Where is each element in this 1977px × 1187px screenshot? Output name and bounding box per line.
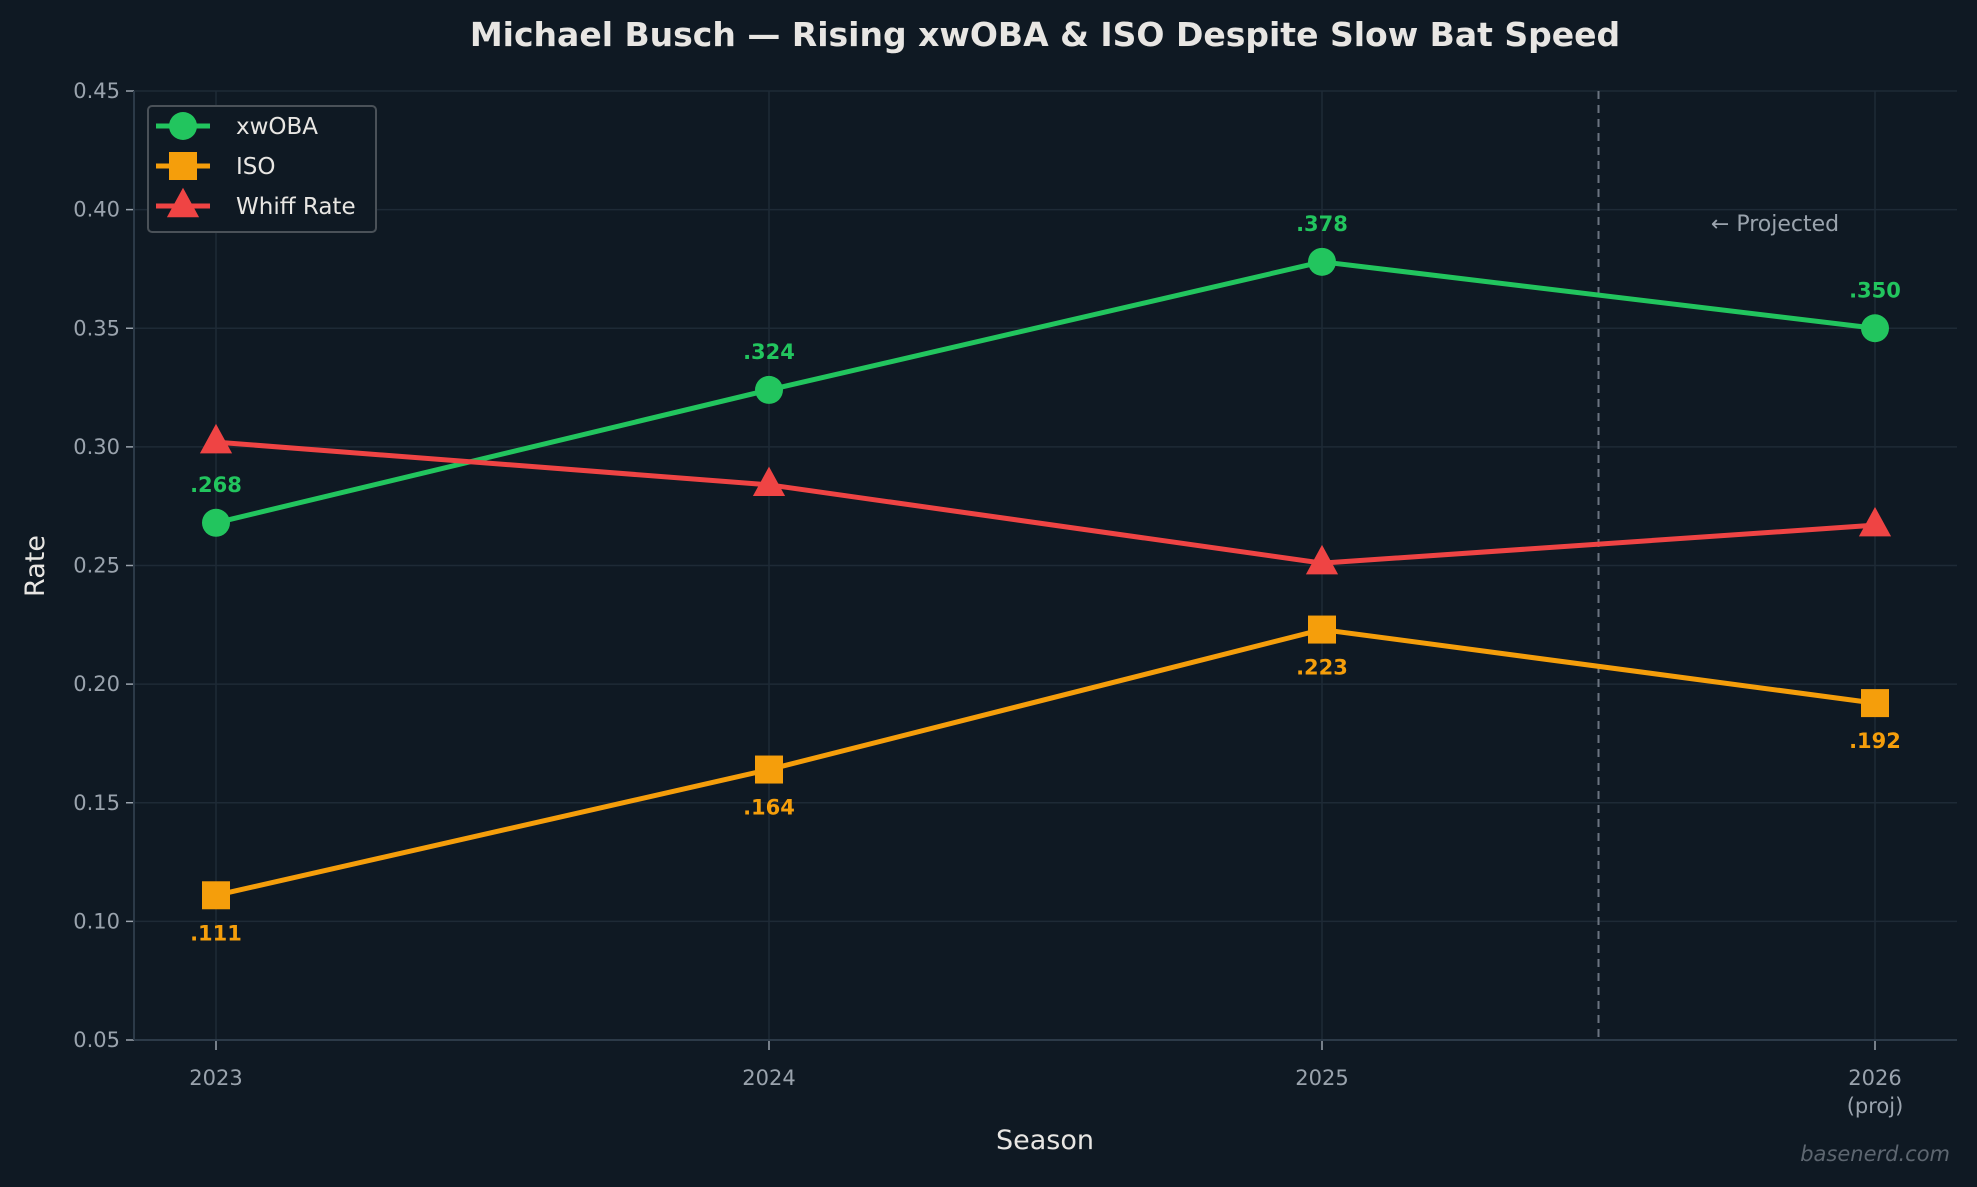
y-tick-label: 0.30 — [73, 435, 120, 459]
legend-label-whiff-rate: Whiff Rate — [236, 194, 356, 220]
y-tick-label: 0.25 — [73, 554, 120, 578]
legend-marker-whiff-rate — [166, 187, 200, 218]
whiff-rate-line — [215, 439, 1876, 566]
y-tick-label: 0.15 — [73, 791, 120, 815]
iso-data-label: .192 — [1849, 729, 1901, 753]
legend-marker-iso — [169, 152, 197, 180]
y-tick-label: 0.10 — [73, 909, 120, 933]
xwoba-line — [215, 259, 1876, 526]
x-tick-sublabel: (proj) — [1847, 1094, 1904, 1118]
legend: xwOBA ISO Whiff Rate — [147, 105, 377, 233]
whiff-rate-point — [1858, 506, 1892, 537]
series-group: .268 .324 .378 .350 .111 .164 .223 .192 — [190, 212, 1901, 945]
y-tick-label: 0.35 — [73, 316, 120, 340]
x-tick-label: 2024 — [742, 1066, 795, 1090]
y-tick-label: 0.40 — [73, 198, 120, 222]
legend-label-xwoba: xwOBA — [236, 114, 318, 140]
iso-point — [1308, 615, 1336, 644]
x-tick-label: 2026 — [1848, 1066, 1901, 1090]
x-tick-label: 2025 — [1295, 1066, 1348, 1090]
xwoba-point — [202, 508, 230, 537]
iso-data-label: .223 — [1296, 656, 1348, 680]
iso-point — [755, 755, 783, 784]
xwoba-data-label: .324 — [743, 340, 795, 364]
iso-line — [215, 627, 1876, 898]
iso-data-label: .164 — [743, 796, 795, 820]
x-tick-label: 2023 — [189, 1066, 242, 1090]
whiff-rate-point — [199, 423, 233, 454]
xwoba-point — [755, 375, 783, 404]
y-tick-label: 0.20 — [73, 672, 120, 696]
legend-label-iso: ISO — [236, 154, 276, 180]
chart-title: Michael Busch — Rising xwOBA & ISO Despi… — [470, 15, 1620, 54]
iso-data-label: .111 — [190, 921, 242, 945]
projected-label: ← Projected — [1711, 212, 1839, 237]
y-axis-label: Rate — [20, 535, 51, 597]
xwoba-data-label: .378 — [1296, 212, 1348, 236]
whiff-rate-point — [752, 466, 786, 497]
grid — [134, 90, 1957, 1041]
xwoba-point — [1861, 314, 1889, 343]
iso-point — [1861, 689, 1889, 718]
y-tick-label: 0.45 — [73, 79, 120, 103]
xwoba-data-label: .350 — [1849, 278, 1901, 302]
axes: 0.05 0.10 0.15 0.20 0.25 0.30 0.35 0.40 0.45 2023… — [73, 79, 1957, 1118]
xwoba-point — [1308, 247, 1336, 276]
y-tick-label: 0.05 — [73, 1028, 120, 1052]
watermark: basenerd.com — [1800, 1142, 1950, 1166]
xwoba-data-label: .268 — [190, 473, 242, 497]
whiff-rate-point — [1305, 544, 1339, 575]
legend-box — [147, 105, 377, 233]
iso-point — [202, 881, 230, 910]
x-axis-label: Season — [996, 1125, 1094, 1156]
legend-marker-xwoba — [169, 112, 197, 140]
